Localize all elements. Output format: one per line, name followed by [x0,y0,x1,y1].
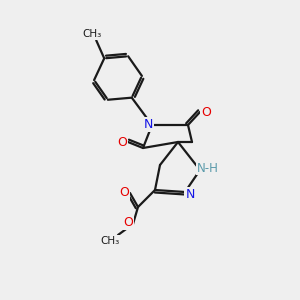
Text: O: O [117,136,127,148]
Text: O: O [123,215,133,229]
Text: O: O [201,106,211,118]
Text: CH₃: CH₃ [100,236,120,246]
Text: CH₃: CH₃ [82,29,102,39]
Text: N: N [143,118,153,130]
Text: N: N [185,188,195,200]
Text: N-H: N-H [197,161,219,175]
Text: O: O [119,187,129,200]
